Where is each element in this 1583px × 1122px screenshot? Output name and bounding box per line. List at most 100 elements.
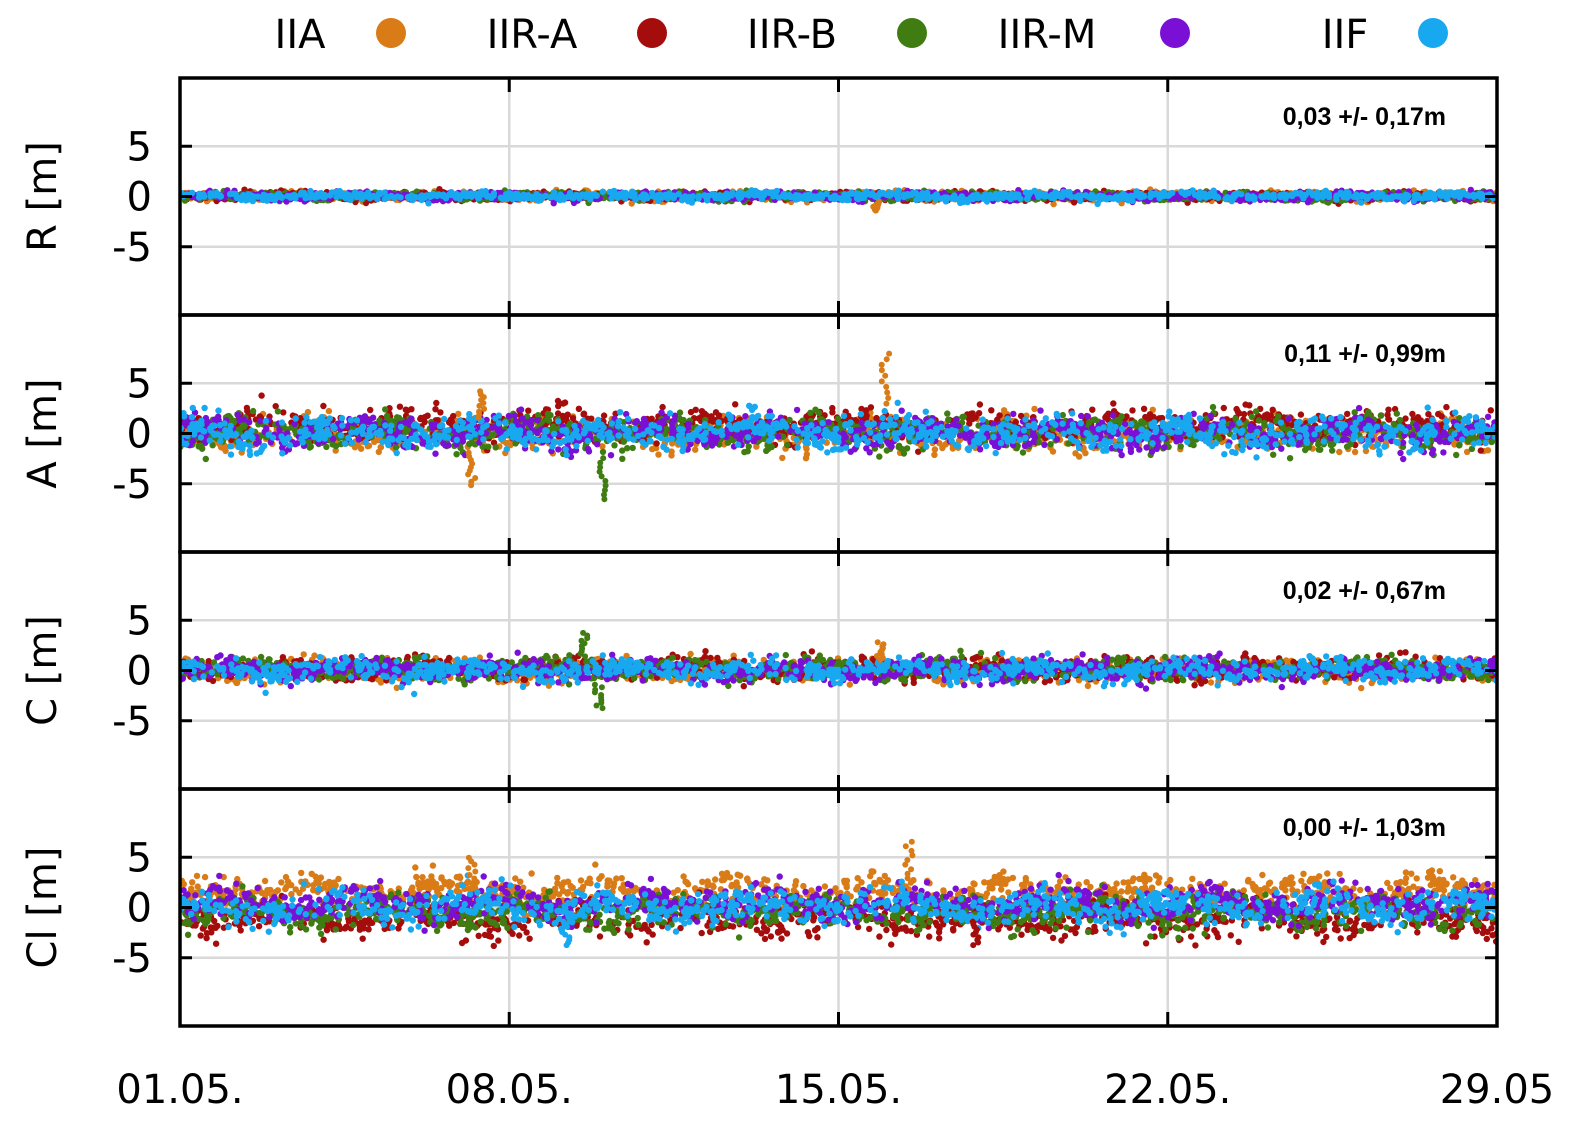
data-point — [200, 191, 206, 197]
data-point — [583, 191, 589, 197]
data-point — [1411, 198, 1417, 204]
data-point — [909, 192, 915, 198]
data-point — [1429, 194, 1435, 200]
data-point — [1250, 193, 1256, 199]
data-point — [1042, 191, 1048, 197]
legend-marker-iir-m — [1160, 18, 1190, 48]
data-point — [333, 194, 339, 200]
legend-label-iir-b: IIR-B — [747, 12, 837, 58]
data-point — [365, 190, 371, 196]
legend: IIA IIR-A IIR-B IIR-M IIF — [275, 12, 1448, 58]
data-point — [735, 193, 741, 199]
data-point — [1120, 194, 1126, 200]
data-point — [1129, 198, 1135, 204]
data-point — [762, 189, 768, 195]
legend-label-iia: IIA — [275, 12, 327, 58]
data-point — [391, 195, 397, 201]
data-point — [502, 194, 508, 200]
data-point — [1258, 193, 1264, 199]
data-point — [641, 196, 647, 202]
data-point — [1223, 196, 1229, 202]
data-point — [551, 189, 557, 195]
data-point — [1207, 191, 1213, 197]
data-point — [439, 193, 445, 199]
data-point — [278, 194, 284, 200]
data-point — [594, 193, 600, 199]
data-point — [322, 192, 328, 198]
data-point — [367, 195, 373, 201]
legend-label-iir-m: IIR-M — [998, 12, 1097, 58]
data-point — [484, 193, 490, 199]
data-point — [680, 195, 686, 201]
legend-label-iif: IIF — [1322, 12, 1369, 58]
ytick-label-r-0: 5 — [127, 124, 152, 170]
data-point — [1336, 449, 1342, 455]
data-point — [1237, 198, 1243, 204]
data-point — [941, 194, 947, 200]
data-point — [1314, 195, 1320, 201]
data-point — [1147, 194, 1153, 200]
data-point — [479, 190, 485, 196]
data-point — [1166, 192, 1172, 198]
data-point — [382, 196, 388, 202]
data-point — [468, 190, 474, 196]
data-point — [1441, 193, 1447, 199]
data-point — [802, 192, 808, 198]
data-point — [1138, 194, 1144, 200]
data-point — [659, 195, 665, 201]
data-point — [1031, 406, 1037, 412]
data-point — [567, 190, 573, 196]
data-point — [729, 190, 735, 196]
data-point — [297, 191, 303, 197]
data-point — [315, 193, 321, 199]
data-point — [1326, 194, 1332, 200]
data-point — [720, 197, 726, 203]
data-point — [863, 189, 869, 195]
data-point — [422, 194, 428, 200]
data-point — [1094, 201, 1100, 207]
data-point — [1017, 196, 1023, 202]
legend-label-iir-a: IIR-A — [487, 12, 578, 58]
data-point — [292, 195, 298, 201]
data-point — [425, 200, 431, 206]
legend-marker-iia — [376, 18, 406, 48]
data-point — [528, 194, 534, 200]
data-point — [587, 196, 593, 202]
data-point — [875, 193, 881, 199]
data-point — [1303, 192, 1309, 198]
data-point — [926, 195, 932, 201]
data-point — [1195, 193, 1201, 199]
ylabel-r: R [m] — [20, 141, 66, 252]
data-point — [1393, 193, 1399, 199]
data-point — [543, 193, 549, 199]
ytick-label-r-1: 0 — [127, 175, 152, 221]
data-point — [1133, 188, 1139, 194]
data-point — [689, 198, 695, 204]
data-point — [831, 196, 837, 202]
data-point — [873, 208, 879, 214]
data-point — [1034, 191, 1040, 197]
data-point — [1338, 190, 1344, 196]
ytick-label-r-2: -5 — [112, 225, 152, 271]
data-point — [232, 191, 238, 197]
data-point — [408, 192, 414, 198]
data-point — [957, 200, 963, 206]
data-point — [913, 197, 919, 203]
data-point — [255, 194, 261, 200]
data-point — [1099, 196, 1105, 202]
data-point — [796, 193, 802, 199]
data-point — [1214, 193, 1220, 199]
data-point — [853, 190, 859, 196]
data-point — [987, 192, 993, 198]
data-point — [1345, 192, 1351, 198]
data-point — [430, 191, 436, 197]
data-point — [776, 194, 782, 200]
data-point — [454, 194, 460, 200]
data-point — [743, 191, 749, 197]
data-point — [1352, 449, 1358, 455]
data-point — [1089, 194, 1095, 200]
data-point — [1384, 196, 1390, 202]
data-point — [919, 190, 925, 196]
data-point — [949, 195, 955, 201]
